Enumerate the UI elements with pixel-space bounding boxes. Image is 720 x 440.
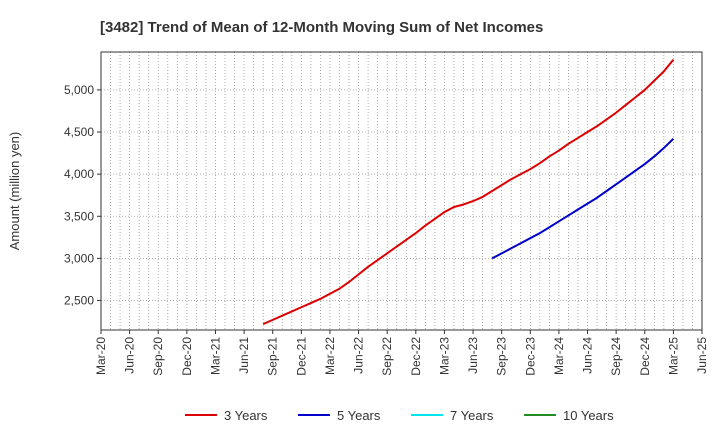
x-tick-label: Jun-20 [123, 337, 137, 374]
y-axis-label: Amount (million yen) [7, 132, 22, 251]
x-tick-label: Mar-21 [208, 337, 222, 375]
x-tick-label: Mar-22 [323, 337, 337, 375]
y-axis-ticks: 2,500 3,000 3,500 4,000 4,500 5,000 [64, 83, 101, 308]
x-tick-label: Mar-25 [666, 337, 680, 375]
x-tick-label: Sep-23 [495, 337, 509, 376]
series-lines [262, 58, 675, 326]
y-tick-label: 3,500 [64, 209, 94, 223]
x-tick-label: Sep-22 [380, 337, 394, 376]
x-tick-label: Mar-24 [552, 337, 566, 375]
legend-label-1: 5 Years [337, 408, 381, 423]
series-line-1 [491, 138, 675, 260]
x-tick-label: Jun-25 [695, 337, 709, 374]
y-tick-label: 4,000 [64, 167, 94, 181]
x-tick-label: Sep-24 [609, 337, 623, 376]
x-tick-label: Mar-20 [94, 337, 108, 375]
chart-title: [3482] Trend of Mean of 12-Month Moving … [100, 19, 543, 36]
legend-label-2: 7 Years [450, 408, 494, 423]
x-tick-label: Sep-21 [266, 337, 280, 376]
legend-label-0: 3 Years [224, 408, 268, 423]
x-tick-label: Jun-24 [581, 337, 595, 374]
y-tick-label: 2,500 [64, 294, 94, 308]
legend: 3 Years 5 Years 7 Years 10 Years [185, 408, 614, 423]
x-tick-label: Dec-23 [523, 337, 537, 376]
x-tick-label: Mar-23 [437, 337, 451, 375]
plot-area [101, 52, 702, 330]
plot-frame [100, 51, 703, 331]
grid [101, 52, 702, 330]
x-tick-label: Sep-20 [151, 337, 165, 376]
legend-label-3: 10 Years [563, 408, 614, 423]
x-tick-label: Dec-24 [638, 337, 652, 376]
y-tick-label: 4,500 [64, 125, 94, 139]
x-tick-label: Dec-22 [409, 337, 423, 376]
y-tick-label: 5,000 [64, 83, 94, 97]
x-tick-label: Jun-23 [466, 337, 480, 374]
y-tick-label: 3,000 [64, 251, 94, 265]
x-tick-label: Dec-21 [294, 337, 308, 376]
x-axis-ticks: Mar-20 Jun-20 Sep-20 Dec-20 Mar-21 Jun-21 Sep-… [94, 330, 709, 376]
x-tick-label: Jun-22 [352, 337, 366, 374]
x-tick-label: Jun-21 [237, 337, 251, 374]
series-line-0 [262, 58, 675, 326]
x-tick-label: Dec-20 [180, 337, 194, 376]
